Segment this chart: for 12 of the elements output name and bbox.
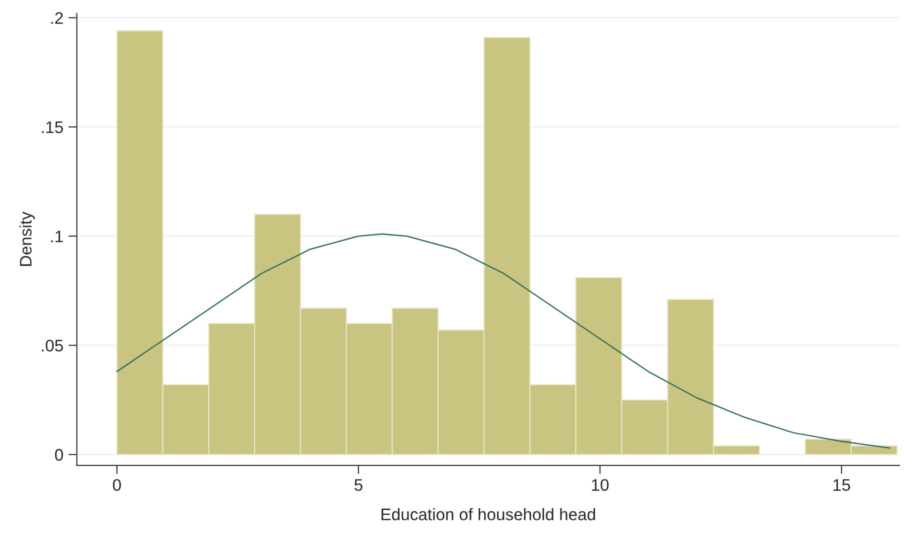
x-tick-label: 0: [112, 479, 121, 491]
y-tick-label: 0: [55, 448, 63, 461]
y-tick-label: .1: [51, 230, 63, 242]
y-tick-label: .15: [42, 122, 63, 134]
y-tick-label: .05: [42, 340, 63, 352]
x-axis-title: Education of household head: [382, 508, 596, 520]
y-axis-title: Density: [19, 212, 35, 266]
line-series: [116, 233, 890, 449]
y-tick-label: .2: [51, 12, 63, 24]
x-tick-label: 10: [592, 479, 609, 491]
x-tick-label: 5: [354, 479, 362, 491]
x-tick-label: 15: [834, 479, 850, 491]
